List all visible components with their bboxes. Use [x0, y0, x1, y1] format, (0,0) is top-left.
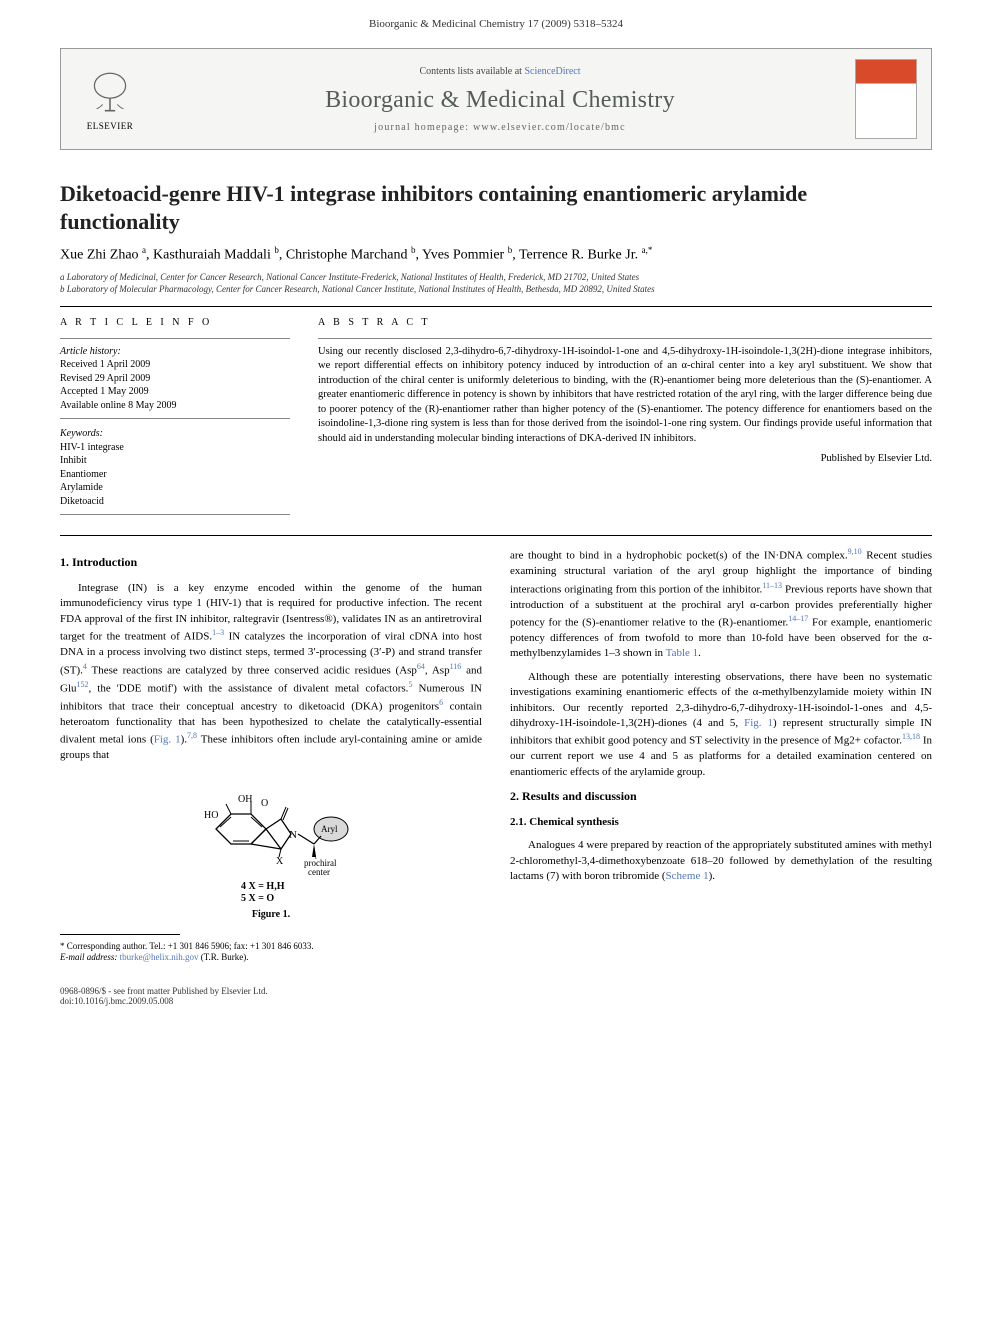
figure-1: HO OH O N Aryl prochiral center: [60, 774, 482, 922]
history-received: Received 1 April 2009: [60, 358, 290, 372]
affiliation-b: b Laboratory of Molecular Pharmacology, …: [60, 284, 932, 294]
svg-text:Aryl: Aryl: [321, 824, 338, 834]
cover-thumbnail: [855, 59, 917, 139]
page-footer: 0968-0896/$ - see front matter Published…: [0, 982, 992, 1024]
corresponding-author-footnote: * Corresponding author. Tel.: +1 301 846…: [60, 941, 482, 964]
column-left: 1. Introduction Integrase (IN) is a key …: [60, 546, 482, 964]
intro-paragraph-2: Although these are potentially interesti…: [510, 670, 932, 780]
affiliation-a: a Laboratory of Medicinal, Center for Ca…: [60, 272, 932, 282]
affiliations: a Laboratory of Medicinal, Center for Ca…: [0, 272, 992, 306]
contents-line: Contents lists available at ScienceDirec…: [145, 66, 855, 77]
article-title: Diketoacid-genre HIV-1 integrase inhibit…: [0, 164, 992, 245]
info-abstract-row: A R T I C L E I N F O Article history: R…: [0, 307, 992, 536]
corr-email[interactable]: tburke@helix.nih.gov: [120, 952, 199, 962]
elsevier-tree-icon: [84, 67, 136, 119]
footnote-separator: [60, 934, 180, 935]
running-header: Bioorganic & Medicinal Chemistry 17 (200…: [0, 0, 992, 40]
homepage-line: journal homepage: www.elsevier.com/locat…: [145, 122, 855, 133]
keyword: Diketoacid: [60, 495, 290, 509]
intro-paragraph-cont: are thought to bind in a hydrophobic poc…: [510, 546, 932, 662]
keyword: Enantiomer: [60, 468, 290, 482]
journal-name: Bioorganic & Medicinal Chemistry: [145, 87, 855, 114]
svg-text:HO: HO: [204, 810, 218, 821]
sciencedirect-link[interactable]: ScienceDirect: [524, 66, 580, 77]
svg-text:5 X = O: 5 X = O: [241, 893, 274, 904]
abstract-heading: A B S T R A C T: [318, 317, 932, 328]
elsevier-logo: ELSEVIER: [75, 59, 145, 139]
history-online: Available online 8 May 2009: [60, 399, 290, 413]
svg-text:X: X: [276, 856, 284, 867]
svg-text:center: center: [308, 867, 330, 877]
doi-line: doi:10.1016/j.bmc.2009.05.008: [60, 996, 932, 1006]
abstract: A B S T R A C T Using our recently discl…: [318, 317, 932, 522]
intro-paragraph: Integrase (IN) is a key enzyme encoded w…: [60, 581, 482, 764]
homepage-url: www.elsevier.com/locate/bmc: [473, 122, 626, 133]
svg-text:O: O: [261, 798, 268, 809]
article-info-heading: A R T I C L E I N F O: [60, 317, 290, 328]
author-list: Xue Zhi Zhao a, Kasthuraiah Maddali b, C…: [0, 245, 992, 272]
svg-text:4 X = H,H: 4 X = H,H: [241, 881, 285, 892]
figure-1-caption: Figure 1.: [60, 908, 482, 922]
corr-author-line: * Corresponding author. Tel.: +1 301 846…: [60, 941, 482, 953]
email-line: E-mail address: tburke@helix.nih.gov (T.…: [60, 952, 482, 964]
section-2-title: 2. Results and discussion: [510, 788, 932, 805]
synthesis-paragraph: Analogues 4 were prepared by reaction of…: [510, 838, 932, 884]
abstract-text: Using our recently disclosed 2,3-dihydro…: [318, 345, 932, 446]
body-columns: 1. Introduction Integrase (IN) is a key …: [0, 536, 992, 982]
keywords-label: Keywords:: [60, 427, 290, 441]
article-info: A R T I C L E I N F O Article history: R…: [60, 317, 290, 522]
keyword: Inhibit: [60, 454, 290, 468]
citation-text: Bioorganic & Medicinal Chemistry 17 (200…: [369, 18, 623, 30]
keyword: HIV-1 integrase: [60, 441, 290, 455]
svg-text:OH: OH: [238, 794, 252, 805]
svg-text:N: N: [289, 829, 297, 841]
front-matter-line: 0968-0896/$ - see front matter Published…: [60, 986, 932, 996]
published-by: Published by Elsevier Ltd.: [318, 452, 932, 466]
journal-banner: ELSEVIER Contents lists available at Sci…: [60, 48, 932, 150]
history-accepted: Accepted 1 May 2009: [60, 385, 290, 399]
banner-center: Contents lists available at ScienceDirec…: [145, 66, 855, 133]
history-label: Article history:: [60, 345, 290, 359]
section-1-title: 1. Introduction: [60, 554, 482, 571]
keyword: Arylamide: [60, 481, 290, 495]
section-2-1-title: 2.1. Chemical synthesis: [510, 815, 932, 830]
column-right: are thought to bind in a hydrophobic poc…: [510, 546, 932, 964]
history-revised: Revised 29 April 2009: [60, 372, 290, 386]
figure-1-structure: HO OH O N Aryl prochiral center: [186, 774, 356, 904]
publisher-name: ELSEVIER: [87, 121, 134, 131]
